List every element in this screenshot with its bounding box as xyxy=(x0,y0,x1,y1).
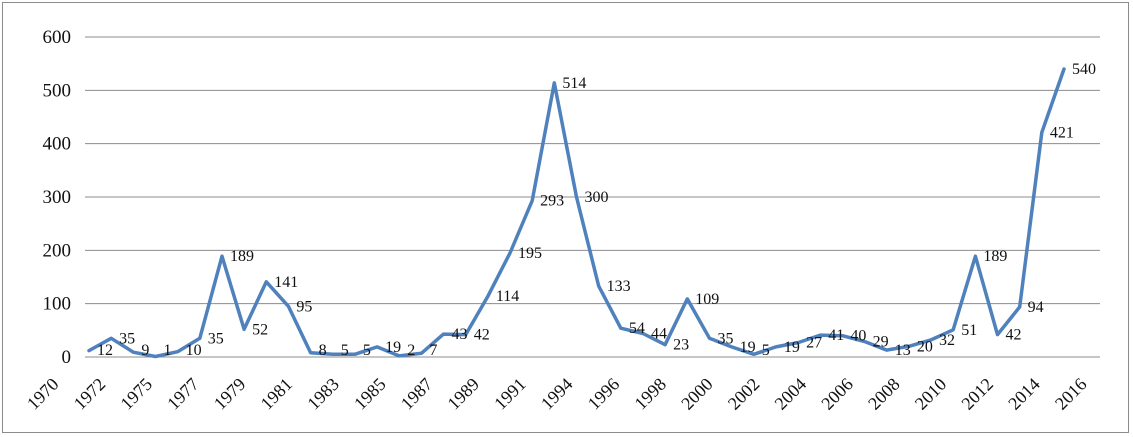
data-label: 27 xyxy=(806,335,822,352)
data-label: 5 xyxy=(341,342,349,359)
data-label: 95 xyxy=(296,298,312,315)
x-tick-label: 1983 xyxy=(303,374,343,414)
data-label: 109 xyxy=(695,291,719,308)
data-label: 20 xyxy=(917,338,933,355)
data-label: 35 xyxy=(208,330,224,347)
data-label: 19 xyxy=(784,339,800,356)
data-label: 189 xyxy=(983,248,1007,265)
x-tick-label: 2014 xyxy=(1004,374,1044,414)
data-label: 19 xyxy=(740,339,756,356)
data-label: 51 xyxy=(961,322,977,339)
y-tick-label: 100 xyxy=(43,294,72,315)
data-label: 40 xyxy=(850,328,866,345)
x-tick-label: 1970 xyxy=(23,374,63,414)
y-tick-label: 200 xyxy=(43,240,72,261)
x-tick-label: 1977 xyxy=(163,374,203,414)
data-label: 7 xyxy=(429,342,437,359)
x-tick-label: 2000 xyxy=(677,374,717,414)
series-polyline xyxy=(87,67,1066,359)
data-label: 421 xyxy=(1050,124,1074,141)
x-tick-label: 1979 xyxy=(210,374,250,414)
data-label: 1 xyxy=(163,342,171,359)
data-label: 300 xyxy=(585,189,609,206)
x-axis-ticks: 1970 1972 1975 1977 1979 1981 1983 1985 1987 1989… xyxy=(23,374,1091,414)
data-label: 42 xyxy=(1006,327,1022,344)
data-label: 5 xyxy=(363,342,371,359)
data-label: 5 xyxy=(762,342,770,359)
y-tick-label: 400 xyxy=(43,134,72,155)
x-tick-label: 1972 xyxy=(70,374,110,414)
x-tick-label: 2006 xyxy=(817,374,857,414)
data-label: 10 xyxy=(186,342,202,359)
data-label: 44 xyxy=(651,326,667,343)
x-tick-label: 1975 xyxy=(116,374,156,414)
x-tick-label: 2016 xyxy=(1051,374,1091,414)
series-line xyxy=(87,67,1066,359)
y-tick-label: 600 xyxy=(43,27,72,48)
data-label: 9 xyxy=(141,342,149,359)
data-label: 514 xyxy=(562,75,586,92)
data-label: 189 xyxy=(230,248,254,265)
y-axis-ticks: 0 100 200 300 400 500 600 xyxy=(43,27,72,368)
data-label: 293 xyxy=(540,193,564,210)
x-tick-label: 1991 xyxy=(490,374,530,414)
data-label: 41 xyxy=(828,327,844,344)
x-tick-label: 1987 xyxy=(397,374,437,414)
data-label: 23 xyxy=(673,337,689,354)
x-tick-label: 1996 xyxy=(584,374,624,414)
data-label: 94 xyxy=(1028,299,1044,316)
x-tick-label: 2012 xyxy=(958,374,998,414)
x-tick-label: 1981 xyxy=(257,374,297,414)
y-tick-label: 500 xyxy=(43,80,72,101)
data-label: 19 xyxy=(385,339,401,356)
y-tick-label: 300 xyxy=(43,187,72,208)
x-tick-label: 1985 xyxy=(350,374,390,414)
data-label: 12 xyxy=(97,342,113,359)
data-label: 42 xyxy=(474,327,490,344)
data-label: 195 xyxy=(518,245,542,262)
x-tick-label: 1989 xyxy=(444,374,484,414)
data-label: 114 xyxy=(496,288,519,305)
x-tick-label: 2008 xyxy=(864,374,904,414)
data-label: 32 xyxy=(939,332,955,349)
x-tick-label: 1998 xyxy=(630,374,670,414)
data-label: 43 xyxy=(452,326,468,343)
data-label: 141 xyxy=(274,274,298,291)
x-tick-label: 2002 xyxy=(724,374,764,414)
data-label: 8 xyxy=(319,342,327,359)
y-tick-label: 0 xyxy=(62,347,72,368)
x-tick-label: 2004 xyxy=(771,374,811,414)
data-label: 52 xyxy=(252,321,268,338)
data-label: 2 xyxy=(407,342,415,359)
data-label: 540 xyxy=(1072,61,1096,78)
data-label: 35 xyxy=(119,330,135,347)
data-label: 13 xyxy=(895,342,911,359)
data-label: 54 xyxy=(629,320,645,337)
data-label: 35 xyxy=(717,330,733,347)
x-tick-label: 2010 xyxy=(911,374,951,414)
data-label: 133 xyxy=(607,278,631,295)
data-label: 29 xyxy=(873,334,889,351)
x-tick-label: 1994 xyxy=(537,374,577,414)
